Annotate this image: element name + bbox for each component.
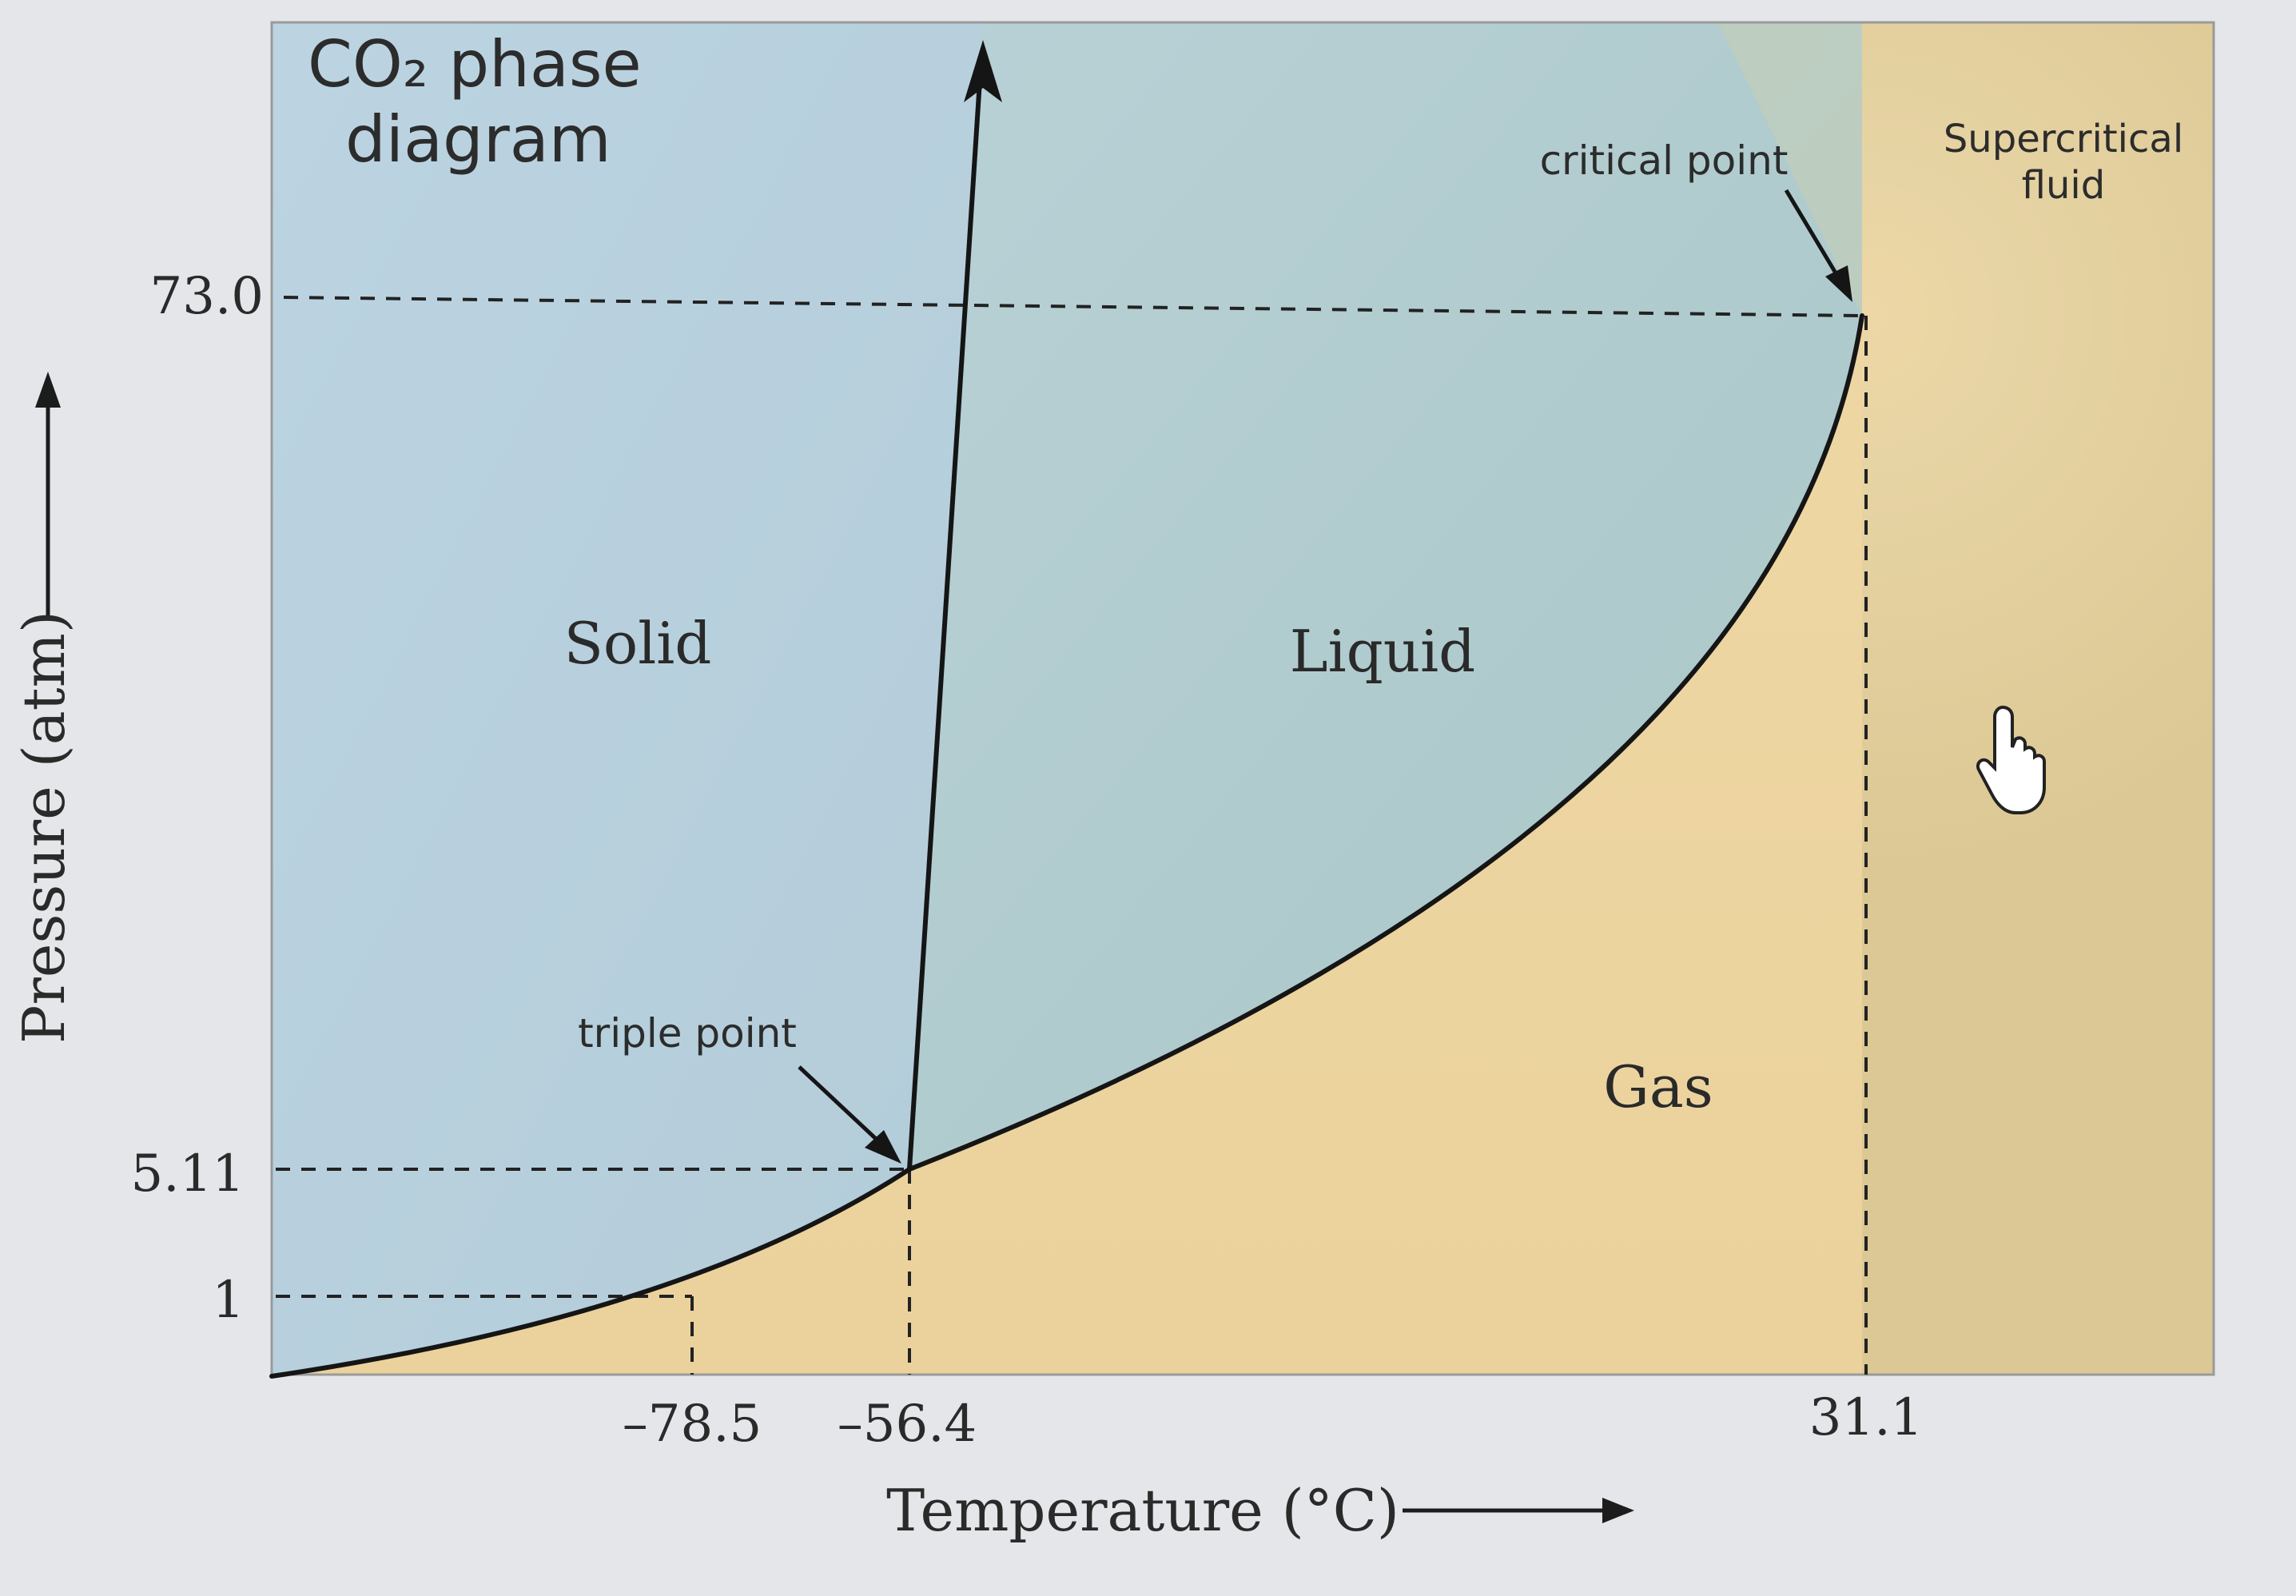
critical-point-label: critical point bbox=[1540, 137, 1789, 184]
y-axis-arrow bbox=[35, 372, 61, 615]
vaporization-curve bbox=[907, 313, 1864, 1172]
x-axis-label: Temperature (°C) bbox=[886, 1477, 1399, 1544]
sublimation-curve bbox=[269, 1167, 912, 1379]
supercritical-label-line1: Supercritical bbox=[1944, 117, 2183, 161]
diagram-title-line2: diagram bbox=[345, 102, 611, 177]
x-tick-311: 31.1 bbox=[1809, 1388, 1924, 1447]
ref-line-73 bbox=[283, 296, 1863, 317]
diagram-title-line1: CO₂ phase bbox=[308, 27, 642, 101]
x-tick-785: –78.5 bbox=[623, 1395, 762, 1454]
plot-frame bbox=[270, 21, 2215, 1376]
triple-point-arrow bbox=[798, 1065, 901, 1164]
supercritical-label-line2: fluid bbox=[2022, 163, 2105, 208]
critical-point-arrow bbox=[1784, 189, 1852, 302]
triple-point-label: triple point bbox=[578, 1010, 797, 1057]
x-axis-arrow bbox=[1403, 1498, 1634, 1523]
supercritical-transition bbox=[1718, 22, 1862, 316]
liquid-label: Liquid bbox=[1290, 618, 1475, 685]
y-tick-1: 1 bbox=[212, 1271, 245, 1330]
supercritical-region bbox=[1862, 22, 2214, 1375]
gas-label: Gas bbox=[1603, 1053, 1713, 1120]
y-tick-511: 5.11 bbox=[131, 1144, 245, 1204]
melting-curve-arrowhead bbox=[964, 40, 1002, 102]
solid-region bbox=[272, 22, 981, 1376]
reference-lines bbox=[276, 296, 1868, 1375]
melting-curve bbox=[907, 54, 984, 1172]
phase-boundaries bbox=[269, 54, 1864, 1379]
y-tick-73: 73.0 bbox=[150, 267, 265, 326]
y-axis-label: Pressure (atm) bbox=[10, 611, 78, 1044]
hand-pointer-icon bbox=[1976, 705, 2046, 814]
liquid-region bbox=[909, 22, 1862, 1169]
x-tick-564: –56.4 bbox=[838, 1395, 977, 1454]
solid-label: Solid bbox=[564, 610, 712, 677]
